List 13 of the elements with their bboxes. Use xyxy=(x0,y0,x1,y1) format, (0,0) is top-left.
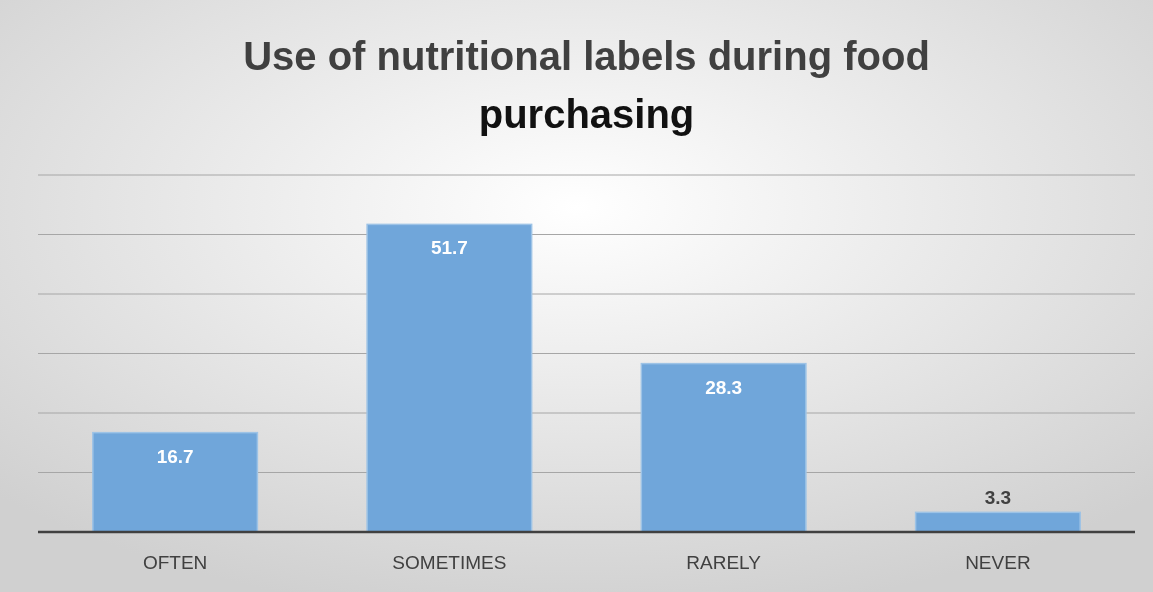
bar xyxy=(366,223,533,533)
data-label: 16.7 xyxy=(156,445,194,467)
x-tick-label: SOMETIMES xyxy=(392,552,507,573)
x-tick-label: OFTEN xyxy=(142,552,208,573)
bar xyxy=(914,511,1081,533)
data-label: 3.3 xyxy=(984,487,1012,509)
bar xyxy=(640,362,807,533)
data-label: 51.7 xyxy=(430,237,468,259)
data-label: 28.3 xyxy=(705,376,743,398)
chart-title: Use of nutritional labels during food purchasing xyxy=(243,34,930,136)
x-tick-label: NEVER xyxy=(965,552,1031,573)
bar xyxy=(92,431,259,533)
x-tick-label: RARELY xyxy=(686,552,762,573)
